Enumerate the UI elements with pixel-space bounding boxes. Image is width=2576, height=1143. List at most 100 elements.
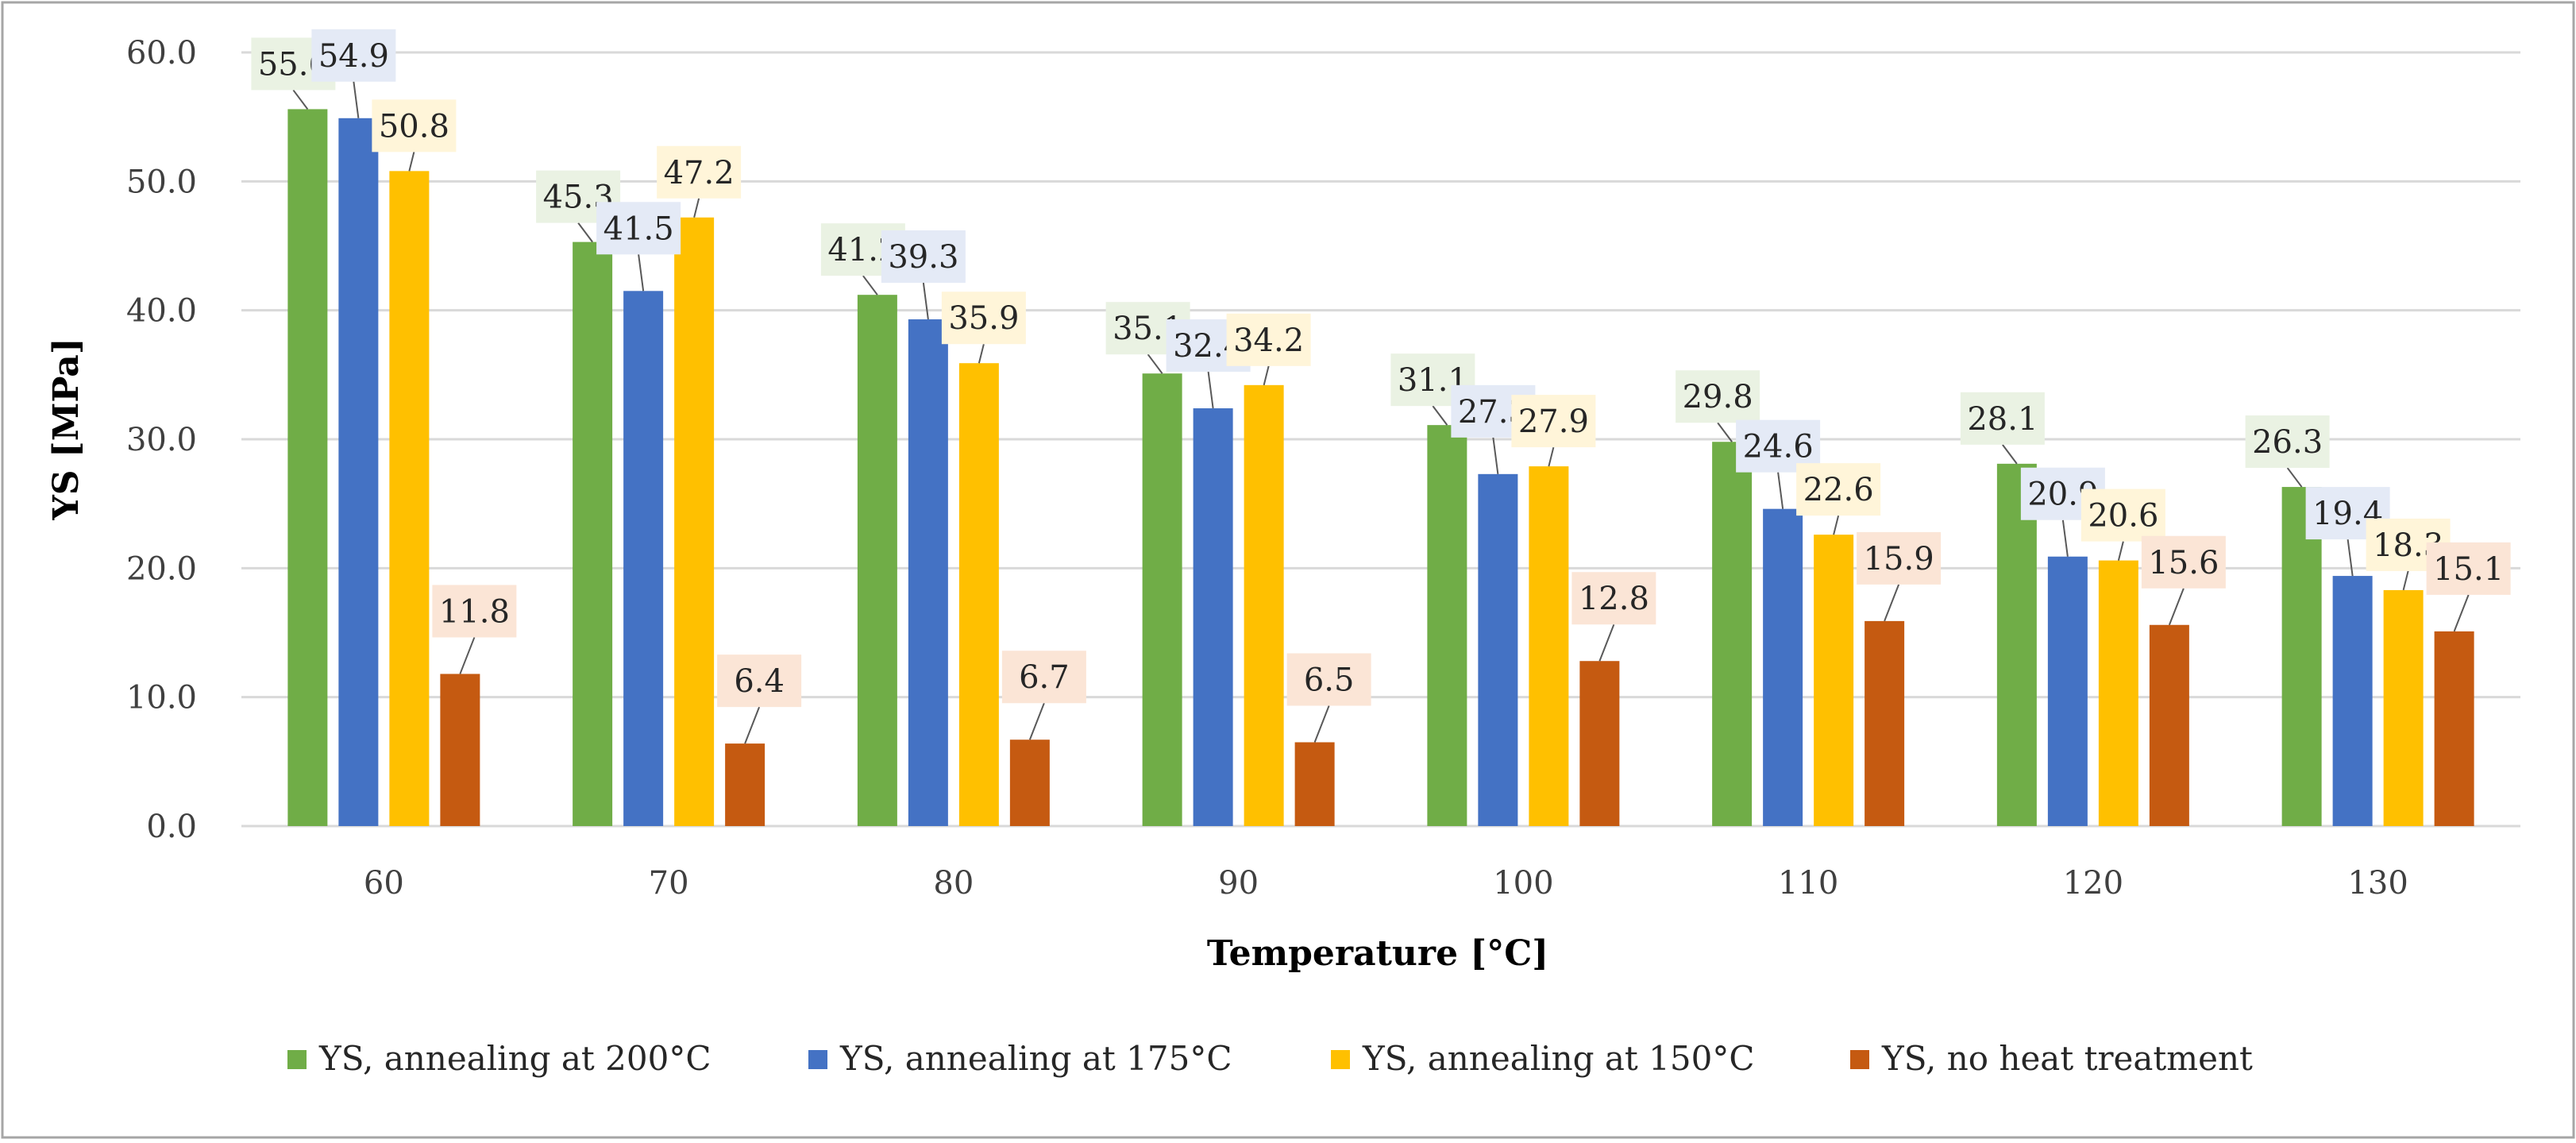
bar [2047,556,2088,826]
x-axis-title: Temperature [°C] [1207,933,1548,974]
data-label-leader [1548,446,1555,467]
data-label-leader [1263,365,1270,386]
data-label-leader [1884,584,1900,622]
bar [287,109,328,827]
bar [1763,508,1803,826]
x-tick-label: 90 [1218,865,1259,902]
gridlines [241,51,2520,828]
data-label-box [2426,542,2511,595]
data-label-box [1796,463,1881,516]
bar [908,319,948,826]
x-axis-ticks: 60 70 80 90 100 110 120 130 [364,865,2408,902]
data-label-leader [2347,539,2354,577]
data-label-leader [1313,705,1330,743]
y-tick-label: 50.0 [126,164,197,200]
data-label: 39.3 [888,239,958,276]
data-label-leader [638,254,645,292]
bar [1865,620,1905,826]
data-label-box [1226,313,1311,366]
data-label: 12.8 [1579,581,1649,617]
bar [1996,463,2037,826]
data-label-leader [292,89,309,110]
data-label-box [881,230,966,284]
legend-swatch [287,1050,307,1069]
data-label: 41.5 [604,210,674,247]
data-label: 34.2 [1233,322,1304,359]
data-label-leader [1598,624,1615,662]
bars [287,109,2474,827]
data-label-box [1960,392,2045,445]
data-label: 22.6 [1803,472,1874,508]
data-label-box [596,202,681,255]
data-label-box [717,655,802,708]
data-label-leader [2061,519,2069,557]
data-label-box [432,585,517,638]
y-tick-label: 60.0 [126,35,197,71]
data-label: 28.1 [1967,401,2038,438]
bar [1009,739,1050,826]
bar [2281,487,2322,826]
legend-swatch [1850,1050,1869,1069]
data-label-leader [2402,570,2409,591]
bar [389,171,430,826]
data-label-leader [1028,702,1045,740]
bar [1712,442,1753,826]
data-label-leader [2286,467,2303,488]
data-label-box [657,145,742,199]
data-label-leader [408,152,415,172]
data-label: 26.3 [2252,424,2323,461]
data-label: 6.5 [1304,662,1355,698]
data-label: 27.9 [1518,404,1589,440]
data-label: 15.1 [2433,551,2504,588]
bar [2098,560,2138,826]
data-label-box [2141,535,2226,589]
data-label-leader [1492,437,1499,474]
bar [958,363,999,826]
x-tick-label: 130 [2347,865,2408,902]
data-label: 35.9 [948,300,1019,337]
data-label-box [2080,488,2165,542]
legend-entry: YS, no heat treatment [1881,1039,2253,1078]
x-tick-label: 120 [2063,865,2123,902]
bar [338,118,379,827]
y-tick-label: 40.0 [126,293,197,330]
legend-entry: YS, annealing at 150°C [1362,1039,1754,1078]
y-tick-label: 10.0 [126,680,197,716]
x-tick-label: 60 [364,865,404,902]
data-label-leader [1147,353,1163,374]
data-label-leader [744,706,761,744]
data-label: 15.9 [1864,541,1934,577]
data-label-leader [922,282,929,320]
bar [1193,408,1233,826]
data-label-box [311,29,396,82]
data-label-box [1001,651,1086,704]
bar [1427,425,1467,826]
bar [1142,373,1182,827]
bar [440,674,480,826]
x-tick-label: 80 [933,865,974,902]
y-tick-label: 30.0 [126,422,197,458]
data-label-leader [1833,515,1840,535]
bar [2149,624,2189,826]
bar [623,291,664,827]
legend-swatch [808,1050,827,1069]
bar [2434,631,2474,826]
bar [2383,589,2424,826]
x-tick-label: 110 [1778,865,1838,902]
legend-entry: YS, annealing at 200°C [318,1039,711,1078]
y-tick-label: 20.0 [126,550,197,587]
data-label-leader [862,275,878,295]
data-label: 29.8 [1683,379,1753,415]
data-label-leader [693,198,700,218]
data-label: 47.2 [664,155,735,191]
data-label-box [1571,572,1656,625]
data-label: 6.7 [1019,659,1070,696]
data-label-leader [2002,444,2018,465]
bar [2332,576,2373,826]
x-tick-label: 100 [1493,865,1553,902]
bar [857,295,897,827]
data-label-leader [1432,405,1448,426]
bar [1478,473,1518,826]
data-label-box [1676,370,1760,423]
